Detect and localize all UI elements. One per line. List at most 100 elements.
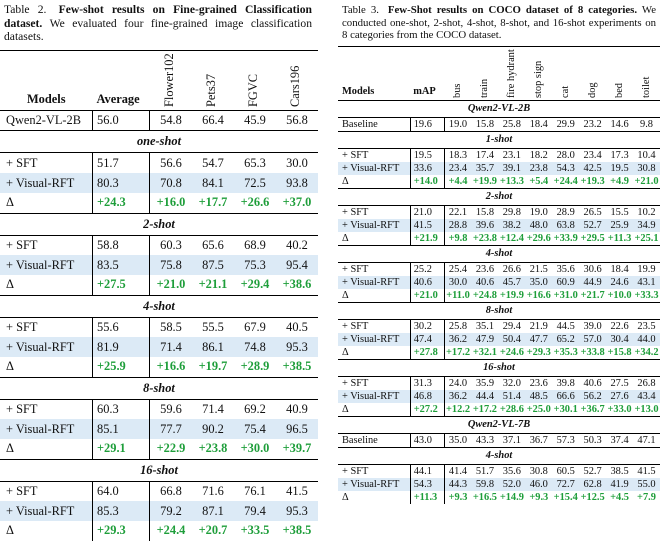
table3-cell-value: +24.6: [499, 346, 524, 358]
table2-cell-value: 74.8: [234, 337, 276, 357]
table3-cell-value: +21.7: [580, 289, 605, 301]
table3-cell-map: 19.5: [410, 147, 445, 162]
table2-cell-value: 76.1: [234, 480, 276, 502]
table3-section-title: 4-shot: [338, 446, 660, 465]
table2-cell-value: +16.6: [156, 359, 186, 374]
table3-header-col: fire hydrant: [498, 46, 526, 101]
table2-row: + SFT 55.6 58.5 55.5 67.9 40.5: [0, 316, 318, 338]
table3-cell-value: +25.0: [526, 403, 551, 415]
table3-cell-value: +4.9: [610, 175, 630, 187]
table3-cell-value: +9.3: [529, 491, 549, 503]
table3-cell-value: +21.0: [634, 175, 659, 187]
table2-cell-value: 90.2: [192, 419, 234, 440]
table2-label: Table 2.: [4, 3, 47, 16]
table3-cell-value: +10.0: [607, 289, 632, 301]
table2-cell-value: +19.7: [198, 359, 228, 374]
table2-header-col: FGVC: [234, 50, 276, 111]
table2-cell-value: +39.7: [282, 441, 312, 456]
table2-row: + Visual-RFT 85.1 77.7 90.2 75.4 96.5: [0, 419, 318, 440]
table3-cell-value: 23.8: [525, 161, 553, 175]
table2-header-col: Cars196: [276, 50, 318, 111]
table2-cell-model: + SFT: [0, 152, 93, 174]
table3-cell-value: 37.4: [606, 432, 634, 448]
table2-cell-model: + Visual-RFT: [0, 501, 93, 522]
table3-cell-model: Baseline: [338, 116, 411, 132]
table2-cell-average: +29.3: [92, 521, 150, 541]
table2-cell-average: +29.1: [92, 439, 150, 460]
table3-header-col-label: cat: [559, 85, 571, 98]
table2-cell-value: 66.4: [202, 113, 224, 128]
table2-header-col-wrap: FGVC: [234, 54, 276, 110]
table3-cell-value: 44.9: [579, 275, 607, 289]
table3-cell-value: 27.5: [606, 375, 634, 390]
table3-section-header: 2-shot: [338, 187, 660, 206]
table2-cell-average: 64.0: [92, 480, 150, 502]
table2-section-title: 8-shot: [0, 376, 318, 400]
table2-cell-value: 54.7: [192, 152, 234, 174]
table3-cell-value: 25.8: [444, 318, 472, 333]
table3-cell-value: 35.0: [525, 275, 553, 289]
table2-cell-value: 75.3: [234, 255, 276, 275]
table3-cell-map: 33.6: [410, 161, 445, 175]
table3-cell-value: 35.7: [471, 161, 499, 175]
table2-cell-average: 56.0: [92, 110, 150, 131]
table2-row: Δ +27.5 +21.0 +21.1 +29.4 +38.6: [0, 274, 318, 296]
table3-cell-value: 24.0: [444, 375, 472, 390]
table2-header-col-label: Flower102: [161, 53, 176, 107]
table3-section-header: 4-shot: [338, 446, 660, 465]
table3-cell-value: 10.4: [633, 147, 660, 162]
table3-cell-model: + SFT: [338, 147, 411, 162]
table3-cell-value: 62.8: [579, 477, 607, 491]
table3-cell-value: 18.2: [525, 147, 553, 162]
table3-cell-value: 52.7: [579, 463, 607, 478]
table3-section-header: 1-shot: [338, 130, 660, 149]
table3-group-header: Qwen2-VL-2B: [338, 100, 660, 117]
table2-cell-value: 71.6: [192, 480, 234, 502]
table3-cell-value: 35.1: [471, 318, 499, 333]
table3-cell-model: Δ: [338, 231, 411, 246]
table3-panel: Table 3. Few-Shot results on COCO datase…: [338, 0, 660, 504]
table3-cell-value: 42.5: [579, 161, 607, 175]
table2-cell-value: +38.6: [282, 277, 312, 292]
table2-header-col-wrap: Flower102: [150, 53, 193, 110]
table2-cell-model: + Visual-RFT: [0, 173, 93, 193]
table3-cell-value: +11.0: [446, 289, 470, 301]
table2-cell-value: 40.5: [276, 316, 318, 338]
table2-cell-average: 51.7: [92, 152, 150, 174]
table2-cell-value: 30.0: [276, 152, 318, 174]
table3-cell-value: 30.8: [525, 463, 553, 478]
table3-cell-value: 19.9: [633, 261, 660, 276]
table3-cell-value: +34.2: [634, 346, 659, 358]
table3-row: + Visual-RFT 41.5 28.8 39.6 38.2 48.0 63.8 52.7…: [338, 218, 660, 232]
table3-cell-model: + SFT: [338, 463, 411, 478]
table3-row: + Visual-RFT 40.6 30.0 40.6 45.7 35.0 60.9 44.9…: [338, 275, 660, 289]
table2-cell-value: 55.5: [192, 316, 234, 338]
table2-cell-model: + SFT: [0, 316, 93, 338]
table3-cell-value: +24.8: [472, 289, 497, 301]
table2-cell-value: +20.7: [198, 523, 228, 538]
table3-header-col-wrap: train: [471, 50, 498, 100]
table3-cell-value: 18.3: [444, 147, 472, 162]
table3-cell-value: +25.1: [634, 232, 659, 244]
table3-header-col-wrap: bus: [444, 50, 471, 100]
table3-cell-value: 57.3: [552, 432, 580, 448]
table2-cell-model: + SFT: [0, 480, 93, 502]
table3-cell-value: 25.9: [606, 218, 634, 232]
table2-cell-value: 40.2: [276, 234, 318, 256]
table3-header-col: cat: [552, 46, 580, 101]
table3-cell-value: 57.0: [579, 332, 607, 346]
table2-cell-value: 41.5: [276, 480, 318, 502]
table3-section-header: 4-shot: [338, 244, 660, 263]
table3-header-col-wrap: bed: [606, 50, 633, 100]
table3-cell-map: 44.1: [410, 463, 445, 478]
table2-cell-value: 75.4: [234, 419, 276, 440]
table3-cell-value: 51.7: [471, 463, 499, 478]
table3-cell-value: 23.6: [471, 261, 499, 276]
table2-cell-value: 58.5: [149, 316, 192, 338]
table3-cell-value: 14.6: [606, 116, 634, 132]
table3-cell-map: +21.9: [410, 231, 445, 246]
table3-cell-model: Δ: [338, 174, 411, 189]
table3-cell-model: Δ: [338, 402, 411, 417]
table2-cell-value: +21.0: [156, 277, 186, 292]
table3-cell-value: +19.9: [472, 175, 497, 187]
